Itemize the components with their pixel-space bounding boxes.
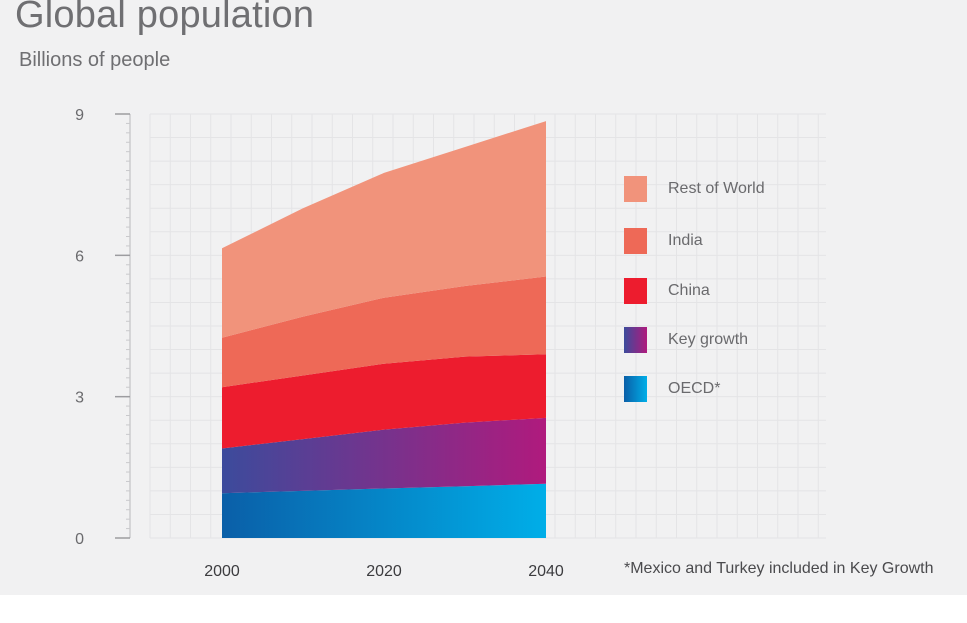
y-tick-label: 9 bbox=[75, 107, 84, 124]
population-chart: 0 3 6 9 2000 2020 2040 bbox=[75, 107, 826, 580]
chart-footnote: *Mexico and Turkey included in Key Growt… bbox=[624, 560, 934, 577]
legend-label: China bbox=[668, 282, 710, 299]
area-oecd bbox=[222, 483, 546, 538]
stacked-areas bbox=[222, 121, 546, 538]
legend-item-india: India bbox=[624, 228, 703, 254]
area-key-growth bbox=[222, 417, 546, 494]
y-tick-label: 3 bbox=[75, 390, 84, 407]
legend-item-rest-of-world: Rest of World bbox=[624, 176, 765, 202]
x-tick-label: 2040 bbox=[528, 563, 564, 580]
area-india bbox=[222, 276, 546, 388]
area-rest-of-world bbox=[222, 121, 546, 338]
area-china bbox=[222, 354, 546, 449]
legend-swatch bbox=[624, 327, 647, 353]
x-tick-label: 2020 bbox=[366, 563, 402, 580]
y-tick-label: 6 bbox=[75, 248, 84, 265]
chart-title: Global population bbox=[15, 0, 315, 36]
y-tick-label: 0 bbox=[75, 531, 84, 548]
y-axis: 0 3 6 9 bbox=[75, 107, 131, 548]
legend-label: Key growth bbox=[668, 331, 749, 348]
legend-swatch bbox=[624, 228, 647, 254]
legend-item-key-growth: Key growth bbox=[624, 327, 748, 353]
legend-swatch bbox=[624, 376, 647, 402]
legend-label: Rest of World bbox=[668, 180, 765, 197]
x-axis: 2000 2020 2040 bbox=[204, 563, 564, 580]
legend-label: India bbox=[668, 232, 703, 249]
legend-item-oecd: OECD* bbox=[624, 376, 720, 402]
chart-subtitle: Billions of people bbox=[19, 49, 171, 71]
legend-swatch bbox=[624, 176, 647, 202]
legend-swatch bbox=[624, 278, 647, 304]
legend-item-china: China bbox=[624, 278, 710, 304]
x-tick-label: 2000 bbox=[204, 563, 240, 580]
legend-label: OECD* bbox=[668, 380, 721, 397]
